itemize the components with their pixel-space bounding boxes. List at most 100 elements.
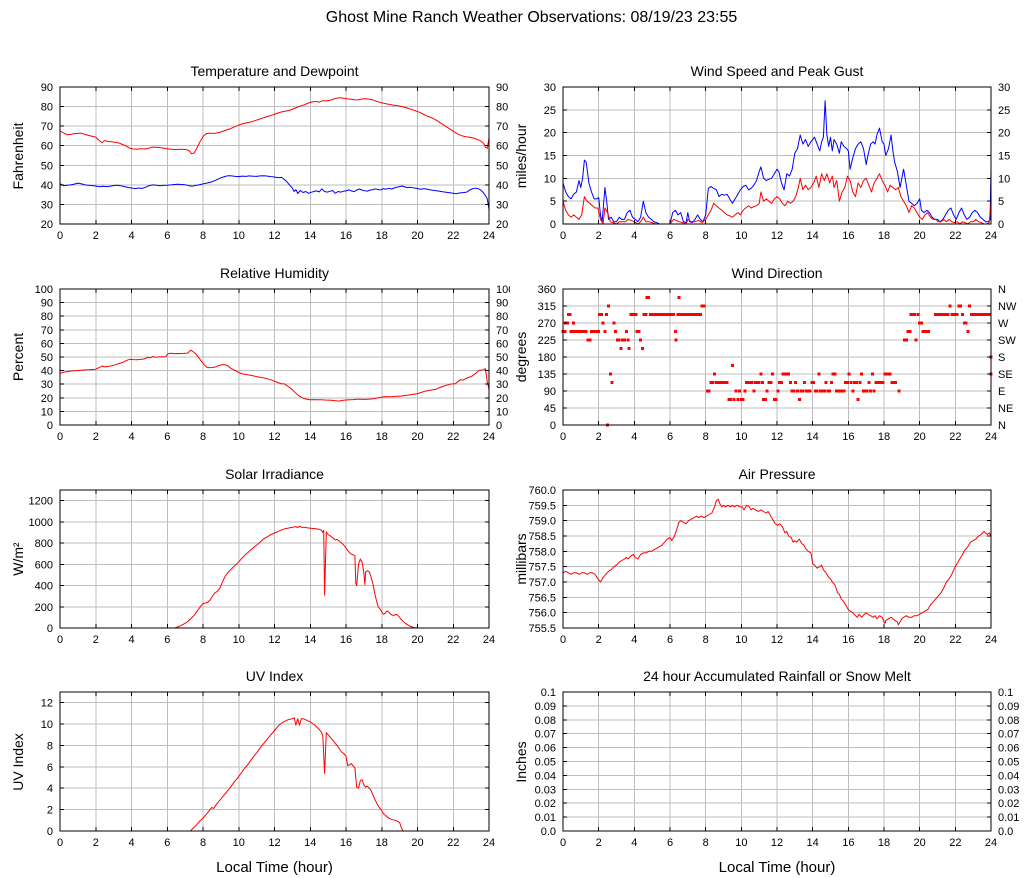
y-tick-label: 755.5 xyxy=(528,623,556,635)
y-tick-label-right: 0.02 xyxy=(998,798,1019,810)
y-tick-label-right: 0 xyxy=(496,420,502,432)
gridlines xyxy=(562,86,992,225)
y-tick-label-right: N xyxy=(998,284,1006,296)
x-tick-label: 24 xyxy=(985,837,997,849)
y-tick-label: 10 xyxy=(41,719,53,731)
x-tick-label: 4 xyxy=(128,837,134,849)
x-tick-label: 16 xyxy=(842,837,854,849)
plot-wind-direction: 0 2 4 6 8 10 12 14 16 18 20 22 240459013518022527031… xyxy=(538,284,1017,443)
y-tick-label-right: 0.04 xyxy=(998,770,1019,782)
y-tick-label: 1200 xyxy=(29,496,53,508)
x-tick-label: 14 xyxy=(807,837,819,849)
chart-title: Relative Humidity xyxy=(220,265,329,281)
x-tick-label: 12 xyxy=(268,230,280,242)
y-tick-label-right: 50 xyxy=(496,160,508,172)
x-tick-label: 4 xyxy=(631,634,637,646)
gridlines xyxy=(59,288,490,426)
y-tick-label: 757.5 xyxy=(528,562,556,574)
y-tick-label: 0 xyxy=(47,623,53,635)
chart-title: 24 hour Accumulated Rainfall or Snow Mel… xyxy=(643,668,911,684)
y-tick-label: 20 xyxy=(544,128,556,140)
x-tick-label: 10 xyxy=(735,431,747,443)
y-tick-label-right: 50 xyxy=(496,352,508,364)
chart-relative-humidity: Relative Humidity Percent 0 2 4 6 8 10 12 14 16 1… xyxy=(0,257,510,456)
x-tick-label: 14 xyxy=(807,431,819,443)
x-tick-label: 12 xyxy=(771,634,783,646)
y-tick-label-right: W xyxy=(998,318,1009,330)
x-tick-label: 0 xyxy=(57,431,63,443)
x-tick-label: 2 xyxy=(596,634,602,646)
x-tick-label: 0 xyxy=(560,431,566,443)
y-tick-label-right: 0.08 xyxy=(998,715,1019,727)
y-tick-label: 400 xyxy=(35,581,53,593)
x-tick-label: 10 xyxy=(233,230,245,242)
y-tick-label: 20 xyxy=(41,393,53,405)
y-tick-label: 70 xyxy=(41,325,53,337)
x-tick-label: 24 xyxy=(985,634,997,646)
chart-wind-direction: Wind Direction degrees 0 2 4 6 8 10 12 14 16 18 20… xyxy=(505,257,1027,456)
x-tick-label: 0 xyxy=(57,634,63,646)
y-tick-label-right: 30 xyxy=(998,82,1010,94)
relative_humidity-series xyxy=(59,349,490,402)
y-tick-label: 758.5 xyxy=(528,531,556,543)
y-tick-label-right: 5 xyxy=(998,196,1004,208)
x-tick-label: 6 xyxy=(164,837,170,849)
y-tick-label: 0.01 xyxy=(535,812,556,824)
y-tick-label-right: 0.1 xyxy=(998,687,1013,699)
x-tick-label: 18 xyxy=(376,837,388,849)
gridlines xyxy=(562,489,992,629)
y-tick-label-right: 60 xyxy=(496,141,508,153)
y-tick-label-right: 0.06 xyxy=(998,743,1019,755)
chart-title: Wind Direction xyxy=(731,265,823,281)
y-tick-label: 100 xyxy=(35,284,53,296)
x-tick-label: 20 xyxy=(914,837,926,849)
y-tick-label-right: E xyxy=(998,386,1005,398)
y-tick-label-right: 40 xyxy=(496,366,508,378)
y-tick-label-right: 70 xyxy=(496,325,508,337)
x-tick-label: 6 xyxy=(164,634,170,646)
tick-labels: 0 2 4 6 8 10 12 14 16 18 20 22 24755.5756.0756.5757.… xyxy=(528,485,997,646)
chart-solar-irradiance: Solar Irradiance W/m² 0 2 4 6 8 10 12 14 16 18 20 2… xyxy=(0,458,510,660)
x-axis-label: Local Time (hour) xyxy=(216,859,333,876)
x-axis-label: Local Time (hour) xyxy=(718,859,836,876)
frame-and-ticks xyxy=(562,86,992,225)
x-tick-label: 18 xyxy=(878,230,890,242)
irradiance-line xyxy=(60,525,489,629)
frame-and-ticks xyxy=(562,489,992,629)
gridlines xyxy=(59,692,490,832)
y-tick-label: 40 xyxy=(41,366,53,378)
uv-line xyxy=(60,717,489,832)
x-tick-label: 14 xyxy=(304,230,316,242)
x-tick-label: 0 xyxy=(560,230,566,242)
y-tick-label: 0.1 xyxy=(541,687,556,699)
frame-and-ticks xyxy=(59,691,490,832)
y-tick-label: 200 xyxy=(35,602,53,614)
y-tick-label-right: 20 xyxy=(998,128,1010,140)
y-tick-label: 45 xyxy=(544,403,556,415)
x-tick-label: 8 xyxy=(703,431,709,443)
y-tick-label: 40 xyxy=(41,180,53,192)
x-tick-label: 14 xyxy=(304,431,316,443)
plot-temperature-dewpoint: 0 2 4 6 8 10 12 14 16 18 20 22 242030405060708090203… xyxy=(41,82,509,242)
x-tick-label: 24 xyxy=(985,431,997,443)
y-tick-label: 0.05 xyxy=(535,757,556,769)
x-tick-label: 16 xyxy=(842,634,854,646)
x-tick-label: 2 xyxy=(93,230,99,242)
chart-title: UV Index xyxy=(245,668,304,684)
y-tick-label: 0.06 xyxy=(535,743,556,755)
y-tick-label: 0 xyxy=(47,826,53,838)
x-tick-label: 2 xyxy=(596,837,602,849)
y-tick-label: 30 xyxy=(41,379,53,391)
x-tick-label: 14 xyxy=(807,634,819,646)
x-tick-label: 2 xyxy=(93,837,99,849)
plot-wind-speed-gust: 0 2 4 6 8 10 12 14 16 18 20 22 240510152025300510152… xyxy=(544,82,1011,242)
x-tick-label: 6 xyxy=(667,837,673,849)
x-tick-label: 6 xyxy=(667,230,673,242)
gridlines xyxy=(562,691,992,832)
y-tick-label-right: 10 xyxy=(998,173,1010,185)
y-tick-label: 756.5 xyxy=(528,592,556,604)
y-tick-label-right: 90 xyxy=(496,298,508,310)
x-tick-label: 10 xyxy=(233,431,245,443)
